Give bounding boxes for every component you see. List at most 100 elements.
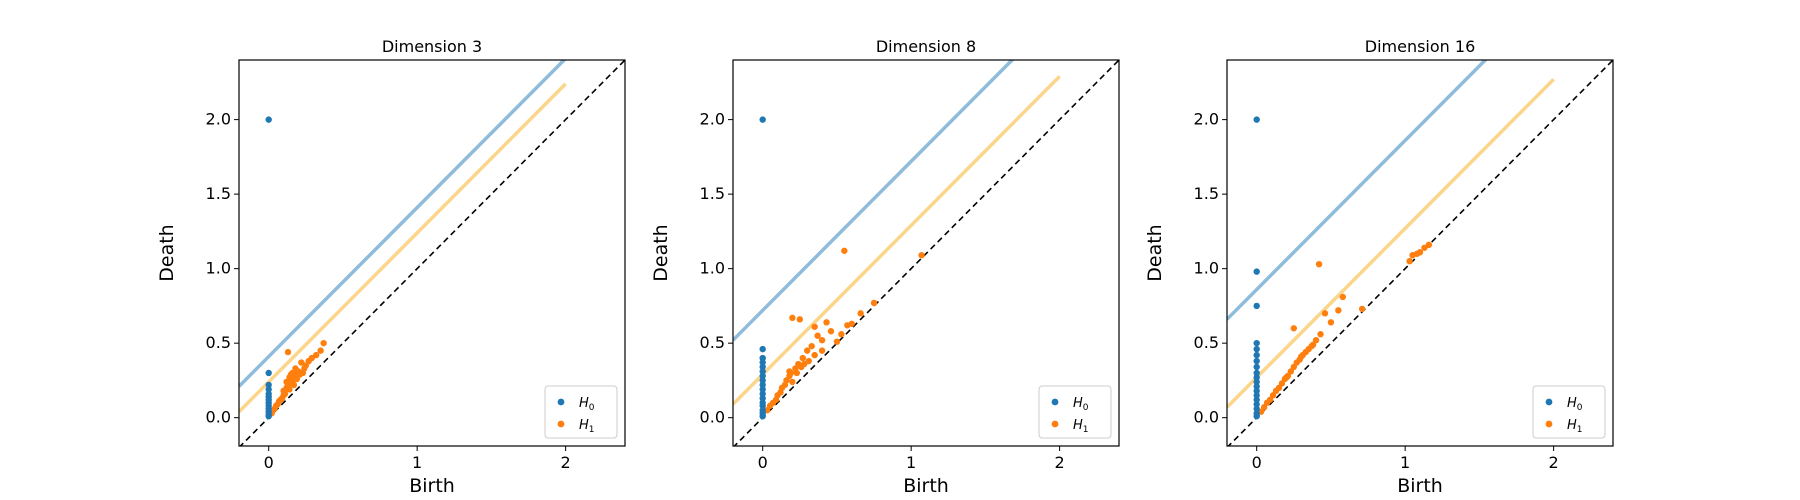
y-tick-label: 0.0	[1194, 408, 1219, 427]
point-h0	[759, 363, 766, 371]
x-tick-label: 2	[1055, 453, 1065, 472]
point-h1	[313, 351, 320, 359]
y-axis-label: Death	[156, 224, 178, 281]
point-h0	[1253, 357, 1260, 365]
x-axis-label: Birth	[903, 475, 949, 497]
point-h0	[759, 377, 766, 384]
panel-3: Dimension 16 0 1 2 0.0 0.5 1.0 1.5 2.0 Birth Death…	[1144, 37, 1614, 497]
y-tick-label: 2.0	[206, 110, 231, 129]
panel-2: Dimension 8 0 1 2 0.0 0.5 1.0 1.5 2.0 Birth Death H…	[650, 37, 1120, 497]
point-h1	[789, 378, 796, 386]
x-axis-label: Birth	[409, 475, 455, 497]
point-h0	[1253, 363, 1260, 371]
point-h0	[1253, 412, 1260, 420]
point-h1	[789, 314, 796, 322]
point-h0	[759, 354, 766, 362]
point-h1	[786, 368, 793, 375]
point-h1	[857, 310, 864, 317]
point-h1	[823, 319, 830, 326]
point-h1	[848, 320, 855, 327]
point-h0	[759, 395, 766, 402]
legend-subscript: 0	[1083, 403, 1089, 413]
point-h0	[1253, 405, 1260, 412]
point-h0	[759, 116, 766, 123]
point-h1	[284, 348, 292, 356]
point-h0	[265, 386, 272, 393]
point-h1	[1416, 249, 1424, 256]
point-h1	[281, 390, 289, 398]
x-tick-label: 2	[561, 453, 571, 472]
point-h1	[808, 342, 815, 350]
y-tick-label: 1.0	[700, 259, 725, 278]
x-tick-label: 0	[1252, 453, 1262, 472]
panel-title: Dimension 8	[876, 37, 976, 56]
point-h0	[759, 412, 766, 420]
point-h1	[811, 323, 818, 330]
y-tick-label: 2.0	[1194, 110, 1219, 129]
point-h1	[818, 336, 826, 344]
band-line-h0	[239, 60, 567, 388]
plot-area	[1227, 60, 1613, 446]
legend-marker-h1	[557, 420, 565, 428]
y-axis-label: Death	[1144, 224, 1166, 281]
point-h0	[759, 368, 766, 375]
y-axis-label: Death	[650, 224, 672, 281]
x-tick-label: 0	[758, 453, 768, 472]
point-h1	[841, 247, 848, 254]
band-line-h0	[1227, 60, 1488, 321]
point-h0	[265, 381, 272, 389]
point-h0	[1253, 369, 1260, 377]
point-h0	[759, 390, 766, 398]
x-tick-label: 1	[412, 453, 422, 472]
panel-title: Dimension 3	[382, 37, 482, 56]
y-tick-label: 2.0	[700, 110, 725, 129]
x-tick-label: 2	[1549, 453, 1559, 472]
legend-marker-h0	[1545, 398, 1553, 406]
legend-subscript: 1	[589, 425, 595, 435]
point-h0	[759, 381, 766, 389]
point-h1	[799, 354, 806, 362]
x-axis-label: Birth	[1397, 475, 1443, 497]
point-h1	[793, 369, 801, 377]
point-h1	[286, 386, 293, 393]
band-line-h1	[1227, 78, 1555, 409]
point-h1	[1283, 374, 1290, 381]
diagonal-reference-line	[239, 60, 625, 446]
point-h0	[759, 345, 766, 353]
point-h1	[290, 381, 298, 389]
point-h1	[1406, 257, 1413, 265]
point-h1	[796, 316, 804, 323]
point-h0	[759, 359, 766, 366]
x-tick-label: 1	[906, 453, 916, 472]
point-h1	[1309, 341, 1317, 348]
point-h0	[1253, 116, 1260, 123]
point-h0	[759, 372, 766, 380]
legend-subscript: 1	[1577, 425, 1583, 435]
point-h0	[1253, 374, 1260, 381]
legend-subscript: 0	[1577, 403, 1583, 413]
point-h1	[320, 339, 327, 347]
point-h1	[290, 375, 298, 383]
point-h1	[811, 351, 818, 359]
legend-marker-h0	[557, 398, 565, 406]
point-h0	[1253, 396, 1260, 403]
point-h0	[1253, 345, 1260, 353]
point-h0	[1253, 401, 1260, 408]
point-h1	[838, 331, 845, 338]
point-h0	[1253, 302, 1260, 310]
y-tick-label: 1.5	[206, 184, 231, 203]
x-tick-label: 1	[1400, 453, 1410, 472]
x-tick-label: 0	[264, 453, 274, 472]
point-h1	[1290, 325, 1298, 332]
y-tick-label: 1.0	[1194, 259, 1219, 278]
point-h0	[265, 369, 272, 377]
band-line-h1	[239, 82, 567, 413]
point-h1	[870, 299, 878, 307]
point-h1	[1321, 310, 1329, 317]
plot-area	[733, 60, 1119, 446]
point-h1	[804, 347, 811, 354]
plot-frame	[732, 59, 1120, 447]
point-h0	[759, 402, 766, 409]
